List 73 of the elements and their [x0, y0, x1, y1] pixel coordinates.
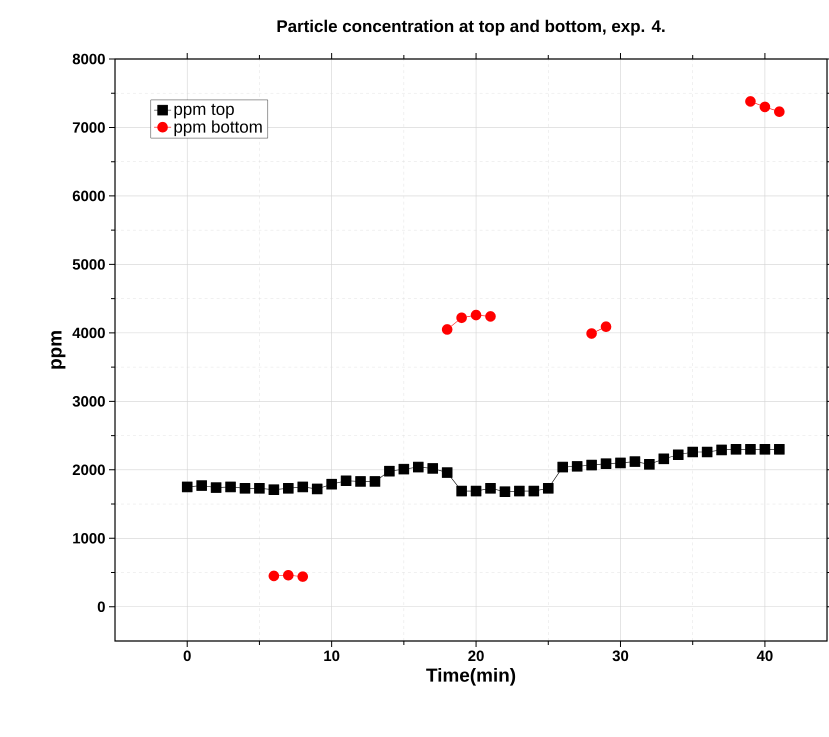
point: [456, 312, 467, 324]
x-tick-label: 10: [324, 650, 340, 662]
point: [672, 449, 684, 460]
point: [268, 484, 280, 495]
y-tick-label: 3000: [72, 396, 105, 407]
point: [283, 570, 294, 581]
point: [398, 464, 410, 474]
point: [557, 462, 568, 472]
point: [312, 484, 322, 494]
point: [702, 446, 712, 458]
point: [427, 463, 438, 474]
point: [716, 444, 727, 456]
x-tick-label: 30: [612, 650, 628, 662]
point: [774, 106, 785, 118]
point: [456, 486, 467, 496]
point: [774, 444, 785, 455]
point: [730, 444, 742, 455]
point: [340, 475, 352, 486]
point: [470, 310, 482, 320]
point: [586, 460, 597, 470]
point: [615, 458, 626, 468]
y-axis-title: ppm: [51, 331, 66, 369]
point: [442, 467, 452, 478]
point: [283, 482, 294, 494]
point: [326, 478, 337, 490]
point: [630, 456, 640, 467]
y-tick-label: 5000: [72, 259, 105, 270]
point: [355, 476, 366, 487]
point: [485, 311, 496, 322]
point: [297, 571, 308, 582]
x-tick-label: 0: [184, 650, 191, 662]
point: [745, 444, 756, 455]
point: [687, 446, 698, 458]
point: [572, 461, 582, 472]
point: [586, 328, 597, 339]
point: [514, 486, 525, 496]
x-tick-label: 40: [756, 650, 773, 662]
point: [644, 459, 655, 470]
point: [210, 482, 222, 493]
point: [442, 324, 452, 335]
y-tick-label: 1000: [73, 532, 105, 544]
y-tick-label: 0: [98, 601, 105, 612]
point: [760, 102, 770, 112]
point: [760, 444, 770, 455]
point: [182, 482, 193, 492]
point: [485, 482, 496, 494]
y-tick-label: 7000: [72, 122, 105, 133]
y-tick-label: 4000: [72, 328, 105, 338]
chart-title: Particle concentration at top and bottom, exp. 4.: [278, 20, 664, 36]
legend-label: ppm bottom: [174, 120, 262, 136]
point: [196, 480, 207, 491]
point: [370, 476, 380, 487]
point: [240, 482, 250, 494]
point: [542, 482, 554, 494]
point: [412, 462, 424, 472]
point: [600, 321, 612, 332]
point: [268, 570, 280, 582]
y-tick-label: 8000: [72, 54, 105, 64]
point: [500, 486, 510, 498]
x-tick-label: 20: [468, 650, 484, 662]
y-tick-label: 6000: [72, 190, 105, 202]
point: [658, 454, 670, 464]
y-tick-label: 2000: [72, 464, 105, 476]
point: [297, 482, 308, 492]
point: [470, 486, 482, 496]
point: [528, 486, 540, 496]
point: [384, 466, 395, 476]
legend-label: ppm top: [174, 104, 234, 118]
x-axis-title: Time(min): [426, 668, 516, 686]
point: [254, 482, 265, 494]
point: [225, 482, 236, 492]
point: [745, 96, 756, 107]
point: [600, 458, 612, 469]
